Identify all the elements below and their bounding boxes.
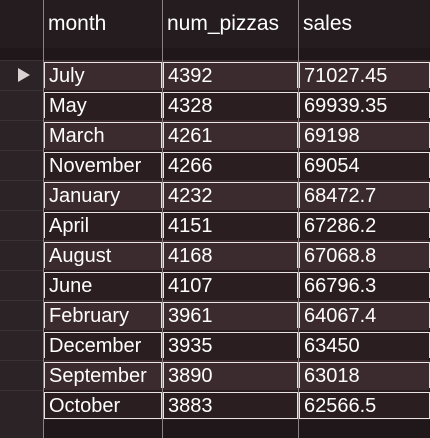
cell-sales[interactable]: 63018	[299, 362, 430, 388]
cell-num-pizzas[interactable]: 3883	[163, 392, 298, 419]
cell-sales[interactable]: 67068.8	[299, 242, 430, 268]
cell-month[interactable]: March	[44, 122, 162, 148]
cell-month[interactable]: October	[44, 392, 162, 419]
table-row[interactable]: September 3890 63018	[0, 360, 430, 390]
cell-month[interactable]: April	[44, 212, 162, 238]
row-gutter[interactable]	[0, 300, 43, 330]
cell-sales[interactable]: 62566.5	[299, 392, 430, 419]
table-row[interactable]: November 4266 69054	[0, 150, 430, 180]
table-row[interactable]: August 4168 67068.8	[0, 240, 430, 270]
table-row[interactable]: January 4232 68472.7	[0, 180, 430, 210]
table-row[interactable]: October 3883 62566.5	[0, 390, 430, 420]
cell-month[interactable]: July	[44, 62, 162, 88]
cell-num-pizzas[interactable]: 3961	[163, 302, 298, 328]
cell-sales[interactable]: 69198	[299, 122, 430, 148]
row-gutter[interactable]	[0, 60, 43, 90]
cell-num-pizzas[interactable]: 4392	[163, 62, 298, 88]
row-gutter[interactable]	[0, 390, 43, 420]
column-divider[interactable]	[298, 0, 299, 438]
cell-month[interactable]: January	[44, 182, 162, 208]
cell-month[interactable]: August	[44, 242, 162, 268]
cell-month[interactable]: December	[44, 332, 162, 358]
cell-num-pizzas[interactable]: 3935	[163, 332, 298, 358]
cell-num-pizzas[interactable]: 4261	[163, 122, 298, 148]
table-row[interactable]: December 3935 63450	[0, 330, 430, 360]
row-gutter[interactable]	[0, 150, 43, 180]
row-gutter[interactable]	[0, 180, 43, 210]
cell-num-pizzas[interactable]: 4232	[163, 182, 298, 208]
cell-month[interactable]: February	[44, 302, 162, 328]
cell-month[interactable]: June	[44, 272, 162, 298]
cell-sales[interactable]: 69939.35	[299, 92, 430, 118]
column-header-row: month num_pizzas sales	[0, 0, 430, 48]
table-row[interactable]: February 3961 64067.4	[0, 300, 430, 330]
row-gutter	[0, 420, 43, 438]
table-row[interactable]: May 4328 69939.35	[0, 90, 430, 120]
table-row[interactable]: June 4107 66796.3	[0, 270, 430, 300]
cell-sales[interactable]: 63450	[299, 332, 430, 358]
column-header-month[interactable]: month	[48, 12, 107, 35]
cell-sales[interactable]: 71027.45	[299, 62, 430, 88]
play-triangle-icon	[18, 68, 30, 82]
cell-month[interactable]: May	[44, 92, 162, 118]
cell-month[interactable]: September	[44, 362, 162, 388]
table-row[interactable]: July 4392 71027.45	[0, 60, 430, 90]
cell-sales[interactable]: 69054	[299, 152, 430, 178]
cell-sales[interactable]: 64067.4	[299, 302, 430, 328]
row-gutter[interactable]	[0, 210, 43, 240]
cell-num-pizzas[interactable]: 4151	[163, 212, 298, 238]
empty-grid-area	[0, 420, 430, 438]
cell-num-pizzas[interactable]: 4168	[163, 242, 298, 268]
column-divider	[43, 0, 44, 438]
cell-sales[interactable]: 67286.2	[299, 212, 430, 238]
cell-month[interactable]: November	[44, 152, 162, 178]
row-gutter[interactable]	[0, 240, 43, 270]
row-gutter[interactable]	[0, 90, 43, 120]
table-row[interactable]: March 4261 69198	[0, 120, 430, 150]
cell-sales[interactable]: 66796.3	[299, 272, 430, 298]
row-gutter[interactable]	[0, 360, 43, 390]
cell-num-pizzas[interactable]: 4328	[163, 92, 298, 118]
cell-num-pizzas[interactable]: 4107	[163, 272, 298, 298]
row-gutter[interactable]	[0, 330, 43, 360]
table-row[interactable]: April 4151 67286.2	[0, 210, 430, 240]
cell-sales[interactable]: 68472.7	[299, 182, 430, 208]
cell-num-pizzas[interactable]: 4266	[163, 152, 298, 178]
row-gutter[interactable]	[0, 270, 43, 300]
cell-num-pizzas[interactable]: 3890	[163, 362, 298, 388]
column-header-sales[interactable]: sales	[303, 12, 353, 35]
row-gutter[interactable]	[0, 120, 43, 150]
column-header-num-pizzas[interactable]: num_pizzas	[167, 12, 280, 35]
column-divider[interactable]	[162, 0, 163, 438]
